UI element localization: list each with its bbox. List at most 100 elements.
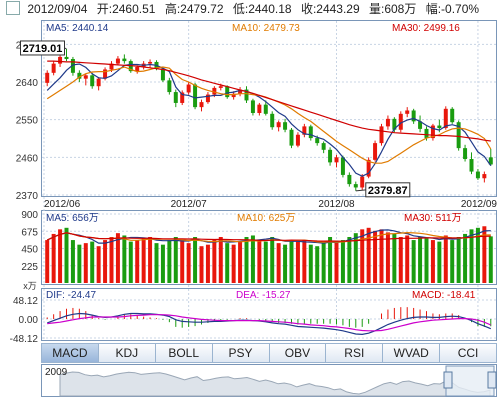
volume-bar — [315, 246, 320, 283]
candle-body — [405, 110, 410, 114]
volume-bar — [173, 237, 178, 283]
volume-bar — [77, 244, 82, 283]
candle-body — [96, 78, 101, 87]
candle-body — [193, 84, 198, 108]
candle-body — [482, 174, 487, 179]
volume-bar — [366, 227, 371, 283]
candle-body — [103, 69, 108, 79]
volume-bar — [238, 241, 243, 283]
overview-right-handle — [487, 371, 497, 389]
candle-body — [160, 68, 165, 81]
volume-bar — [295, 241, 300, 283]
tab-rsi[interactable]: RSI — [325, 343, 383, 363]
candle-body — [122, 58, 127, 62]
candle-body — [205, 94, 210, 103]
x-tick-label: 2012/08 — [318, 199, 355, 210]
candle-body — [263, 104, 268, 114]
macd-dea-line — [47, 314, 492, 332]
tab-macd[interactable]: MACD — [41, 343, 98, 363]
candle-body — [148, 61, 153, 64]
volume-unit-label: x万 — [23, 281, 37, 291]
candle-body — [90, 75, 95, 87]
volume-tick-label: 900 — [21, 210, 38, 221]
candle-body — [45, 72, 50, 83]
price-tick-label: 2550 — [16, 116, 39, 127]
volume-bar — [475, 227, 480, 283]
candle-body — [135, 66, 140, 72]
price-ma30-label: MA30: 2499.16 — [392, 23, 460, 34]
candle-body — [302, 126, 307, 135]
price-ma10-label: MA10: 2479.73 — [232, 23, 300, 34]
low-annotation-box — [365, 182, 411, 198]
candle-body — [77, 72, 82, 79]
candle-body — [328, 149, 333, 163]
tab-psy[interactable]: PSY — [211, 343, 269, 363]
volume-bar — [186, 243, 191, 283]
volume-bar — [167, 240, 172, 283]
volume-bar — [90, 241, 95, 283]
candle-body — [238, 89, 243, 94]
candle-body — [250, 100, 255, 113]
candle-body — [167, 80, 172, 93]
volume-bar — [231, 244, 236, 283]
volume-bar — [488, 236, 493, 283]
tab-kdj[interactable]: KDJ — [97, 343, 155, 363]
high-annotation-label: 2719.01 — [23, 43, 63, 55]
volume-bar — [430, 240, 435, 283]
price-tick-label: 2460 — [16, 153, 39, 164]
tab-wvad[interactable]: WVAD — [382, 343, 440, 363]
tab-boll[interactable]: BOLL — [154, 343, 212, 363]
volume-bar — [96, 246, 101, 283]
candle-body — [456, 122, 461, 149]
candle-body — [276, 122, 281, 128]
volume-tick-label: 225 — [21, 262, 38, 273]
volume-bar — [443, 235, 448, 283]
candle-body — [186, 84, 191, 93]
overview-left-handle — [443, 371, 453, 389]
volume-ma5-label: MA5: 656万 — [46, 213, 99, 224]
candle-body — [347, 174, 352, 185]
volume-bar — [456, 237, 461, 283]
macd-dif-line — [46, 312, 492, 336]
quote-high: 高:2479.72 — [164, 2, 224, 16]
volume-bar — [450, 240, 455, 283]
volume-bar — [283, 244, 288, 283]
volume-bar — [225, 243, 230, 283]
macd-panel — [41, 288, 497, 341]
volume-bar — [154, 243, 159, 283]
volume-bar — [135, 240, 140, 283]
tab-obv[interactable]: OBV — [268, 343, 326, 363]
candle-body — [443, 108, 448, 129]
volume-bar — [340, 240, 345, 283]
quote-volume: 量:608万 — [369, 2, 417, 16]
x-tick-label: 2012/06 — [44, 199, 81, 210]
volume-bar — [83, 243, 88, 283]
macd-value-label: MACD: -18.41 — [412, 290, 476, 301]
candle-body — [180, 92, 185, 103]
overview-trend — [59, 371, 491, 397]
volume-bar — [212, 240, 217, 283]
candle-body — [353, 184, 358, 188]
candle-body — [295, 134, 300, 146]
price-tick-label: 2370 — [16, 191, 39, 202]
volume-bar — [180, 240, 185, 283]
volume-bar — [347, 237, 352, 283]
tab-cci[interactable]: CCI — [439, 343, 497, 363]
volume-bar — [122, 235, 127, 283]
volume-bar — [193, 237, 198, 283]
volume-bar — [302, 240, 307, 283]
candle-body — [360, 176, 365, 188]
macd-dif-label: DIF: -24.47 — [46, 290, 96, 301]
candle-body — [411, 110, 416, 122]
volume-bar — [148, 237, 153, 283]
volume-bar — [353, 233, 358, 283]
volume-bar — [437, 241, 442, 283]
price-tick-label: 2640 — [16, 78, 39, 89]
candle-body — [437, 125, 442, 129]
macd-dea-label: DEA: -15.27 — [236, 290, 291, 301]
volume-bar — [289, 240, 294, 283]
candle-body — [418, 121, 423, 129]
x-tick-label: 2012/09 — [461, 199, 498, 210]
quote-date: 2012/09/04 — [27, 2, 88, 16]
